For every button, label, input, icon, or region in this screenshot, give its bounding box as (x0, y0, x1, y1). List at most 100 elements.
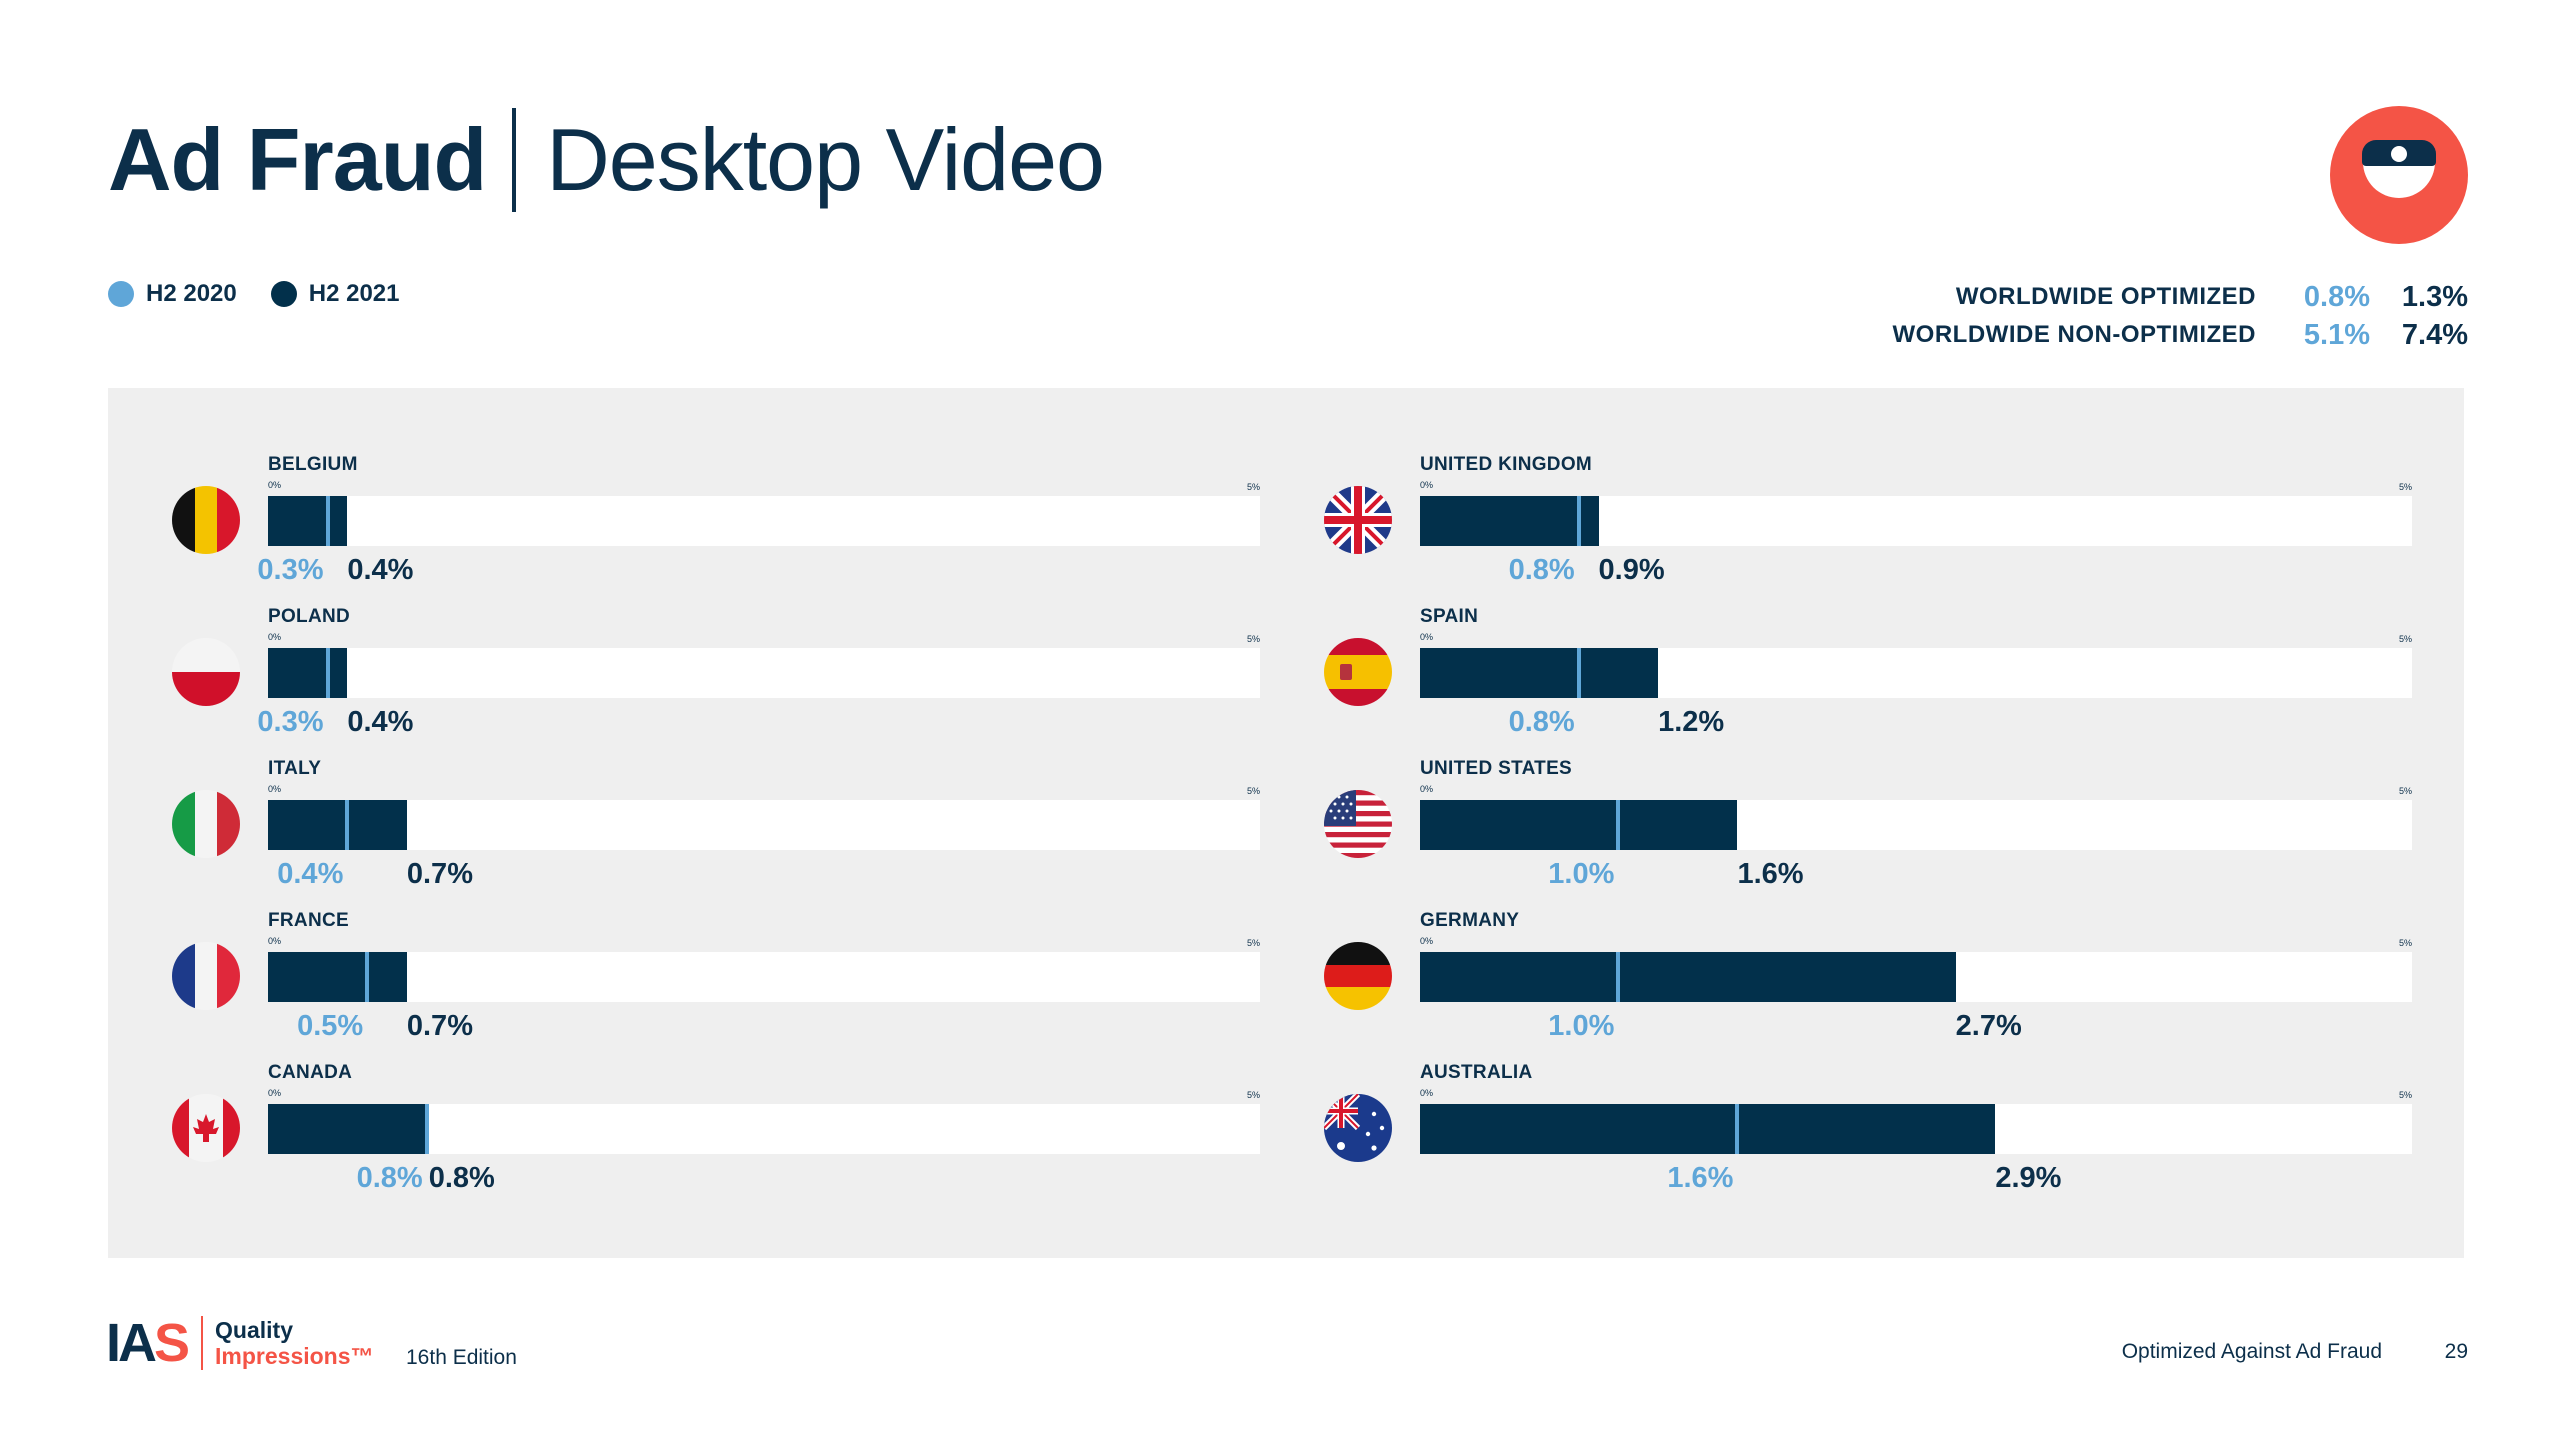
value-label-h2-2021: 1.2% (1658, 706, 1725, 738)
logo-divider (201, 1316, 204, 1370)
germany-flag-icon (1324, 942, 1392, 1010)
bar-track (1420, 1104, 2412, 1154)
worldwide-non-optimized-h2-2021: 7.4% (2401, 318, 2468, 351)
bar-h2-2021 (268, 952, 407, 1002)
marker-h2-2020 (365, 952, 370, 1002)
value-label-h2-2021: 1.6% (1737, 858, 1804, 890)
bar-h2-2021 (1420, 952, 1956, 1002)
mascot-icon (2330, 106, 2468, 244)
axis-min-label: 0% (1420, 784, 1434, 794)
value-label-h2-2021: 0.7% (406, 1010, 473, 1042)
axis-min-label: 0% (268, 784, 282, 794)
axis-max-label: 5% (2398, 1090, 2412, 1100)
value-label-h2-2020: 0.8% (1508, 706, 1575, 738)
marker-h2-2020 (424, 1104, 429, 1154)
ias-wordmark: IAS (106, 1313, 190, 1373)
worldwide-optimized-h2-2021: 1.3% (2401, 280, 2468, 313)
legend-label-h2-2020: H2 2020 (146, 280, 237, 307)
value-label-h2-2021: 0.4% (347, 554, 414, 586)
axis-max-label: 5% (1246, 1090, 1260, 1100)
value-label-h2-2020: 0.4% (277, 858, 344, 890)
title-divider (512, 108, 517, 212)
axis-min-label: 0% (268, 1088, 282, 1098)
worldwide-optimized-h2-2020: 0.8% (2303, 280, 2370, 313)
value-label-h2-2020: 0.8% (356, 1162, 423, 1194)
country-name: SPAIN (1420, 606, 1479, 627)
marker-h2-2020 (1576, 496, 1581, 546)
chart-row-united-kingdom: UNITED KINGDOM 0% 5% 0.8% 0.9% (1260, 388, 2460, 586)
value-label-h2-2020: 1.0% (1548, 858, 1615, 890)
bar-track (1420, 648, 2412, 698)
value-label-h2-2021: 0.9% (1598, 554, 1665, 586)
axis-min-label: 0% (1420, 480, 1434, 490)
country-name: AUSTRALIA (1420, 1062, 1533, 1083)
bar-h2-2021 (268, 800, 407, 850)
chart-row-australia: AUSTRALIA 0% 5% 1.6% 2.9% (1260, 996, 2460, 1194)
chart-row-italy: ITALY 0% 5% 0.4% 0.7% (108, 692, 1308, 890)
section-label: Optimized Against Ad Fraud (2121, 1340, 2382, 1363)
axis-max-label: 5% (1246, 634, 1260, 644)
chart-row-france: FRANCE 0% 5% 0.5% 0.7% (108, 844, 1308, 1042)
chart-legend: H2 2020 H2 2021 (108, 280, 400, 308)
brand-line-1: Quality (215, 1317, 293, 1343)
bar-track (268, 648, 1260, 698)
bar-track (1420, 800, 2412, 850)
bar-h2-2021 (268, 1104, 427, 1154)
italy-flag-icon (172, 790, 240, 858)
value-label-h2-2020: 1.0% (1548, 1010, 1615, 1042)
value-label-h2-2021: 0.8% (428, 1162, 495, 1194)
axis-max-label: 5% (1246, 938, 1260, 948)
axis-min-label: 0% (1420, 1088, 1434, 1098)
mascot-eye (2391, 146, 2407, 162)
axis-max-label: 5% (2398, 786, 2412, 796)
value-label-h2-2021: 2.7% (1955, 1010, 2022, 1042)
worldwide-summary: WORLDWIDE OPTIMIZED 0.8% 1.3% WORLDWIDE … (1893, 278, 2468, 354)
marker-h2-2020 (345, 800, 350, 850)
axis-max-label: 5% (2398, 938, 2412, 948)
bar-track (1420, 952, 2412, 1002)
page-number: 29 (2444, 1340, 2468, 1363)
country-name: BELGIUM (268, 454, 358, 475)
legend-dot-h2-2020 (108, 281, 134, 307)
bar-track (268, 952, 1260, 1002)
bar-h2-2021 (1420, 1104, 1996, 1154)
value-label-h2-2020: 0.3% (257, 706, 324, 738)
marker-h2-2020 (1616, 952, 1621, 1002)
us-flag-icon (1324, 790, 1392, 858)
value-label-h2-2020: 1.6% (1667, 1162, 1734, 1194)
legend-label-h2-2021: H2 2021 (308, 280, 400, 307)
country-name: UNITED KINGDOM (1420, 454, 1593, 475)
legend-item-h2-2020: H2 2020 (108, 280, 237, 308)
axis-max-label: 5% (1246, 786, 1260, 796)
marker-h2-2020 (325, 496, 330, 546)
country-name: POLAND (268, 606, 351, 627)
axis-max-label: 5% (2398, 482, 2412, 492)
axis-min-label: 0% (268, 936, 282, 946)
country-name: ITALY (268, 758, 322, 779)
belgium-flag-icon (172, 486, 240, 554)
bar-track (268, 496, 1260, 546)
chart-row-united-states: UNITED STATES 0% 5% 1.0% 1.6% (1260, 692, 2460, 890)
bar-h2-2021 (1420, 496, 1599, 546)
marker-h2-2020 (325, 648, 330, 698)
bar-track (268, 800, 1260, 850)
bar-track (1420, 496, 2412, 546)
value-label-h2-2020: 0.5% (297, 1010, 364, 1042)
marker-h2-2020 (1735, 1104, 1740, 1154)
bar-track (268, 1104, 1260, 1154)
brand-line-2: Impressions™ (215, 1343, 374, 1369)
axis-max-label: 5% (2398, 634, 2412, 644)
chart-row-belgium: BELGIUM 0% 5% 0.3% 0.4% (108, 388, 1308, 586)
legend-dot-h2-2021 (270, 281, 297, 307)
axis-min-label: 0% (1420, 936, 1434, 946)
axis-min-label: 0% (268, 480, 282, 490)
legend-item-h2-2021: H2 2021 (270, 280, 400, 308)
page-title: Ad Fraud Desktop Video (108, 100, 1105, 220)
axis-min-label: 0% (268, 632, 282, 642)
canada-flag-icon (172, 1094, 240, 1162)
worldwide-non-optimized-h2-2020: 5.1% (2303, 318, 2370, 351)
axis-min-label: 0% (1420, 632, 1434, 642)
worldwide-non-optimized-label: WORLDWIDE NON-OPTIMIZED (1892, 321, 2256, 348)
country-name: UNITED STATES (1420, 758, 1573, 779)
value-label-h2-2021: 2.9% (1995, 1162, 2062, 1194)
